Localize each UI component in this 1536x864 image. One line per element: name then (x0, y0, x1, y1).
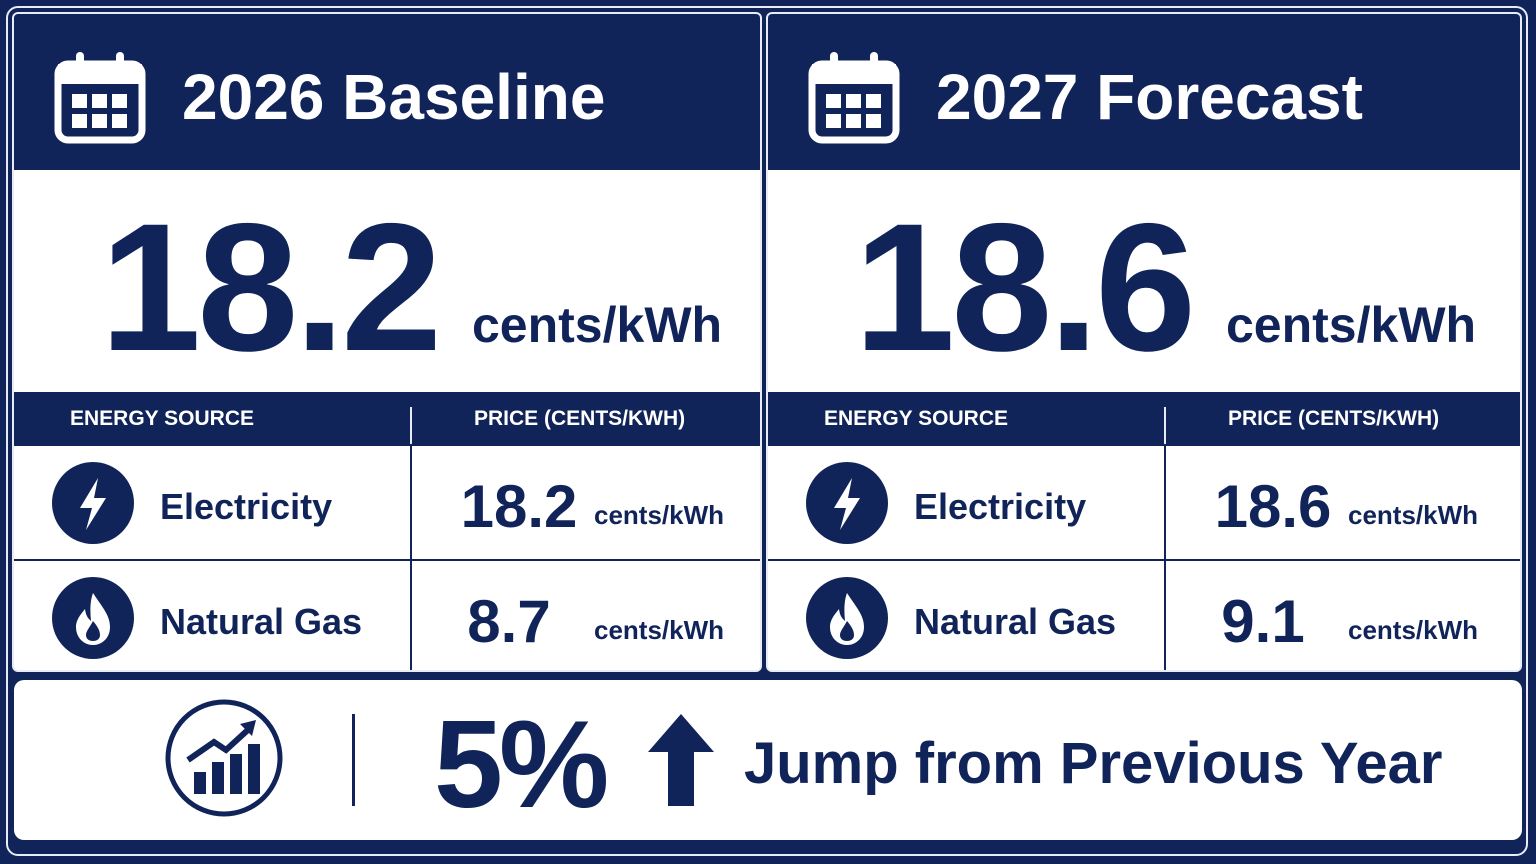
column-separator (1164, 446, 1166, 559)
panel-header: 2027 Forecast (768, 14, 1520, 170)
divider (352, 714, 355, 806)
calendar-icon (808, 52, 900, 144)
price-value: 18.6 (1214, 473, 1332, 540)
price-value: 8.7 (467, 588, 551, 655)
column-header: ENERGY SOURCE (70, 407, 254, 430)
price-unit: cents/kWh (594, 615, 725, 645)
energy-source: Natural Gas (160, 601, 363, 642)
column-header: PRICE (CENTS/KWH) (1228, 407, 1440, 430)
electricity-icon (806, 462, 888, 544)
table-header: ENERGY SOURCE PRICE (CENTS/KWH) (14, 392, 760, 444)
energy-source: Electricity (160, 486, 333, 527)
electricity-icon (52, 462, 134, 544)
panel-title: 2027 Forecast (936, 61, 1363, 133)
column-separator (410, 561, 412, 670)
panel-header: 2026 Baseline (14, 14, 760, 170)
energy-source: Natural Gas (914, 601, 1117, 642)
column-separator (1164, 407, 1166, 444)
price-unit: cents/kWh (594, 500, 725, 530)
headline: 18.6 cents/kWh (768, 170, 1520, 392)
price-unit: cents/kWh (1348, 500, 1479, 530)
gas-icon (806, 577, 888, 659)
panel-title: 2026 Baseline (182, 61, 606, 133)
headline-unit: cents/kWh (472, 297, 723, 353)
panel: 2027 Forecast 18.6 cents/kWh ENERGY SOURC… (766, 12, 1522, 672)
table-header: ENERGY SOURCE PRICE (CENTS/KWH) (768, 392, 1520, 444)
growth-icon (165, 699, 283, 817)
headline-value: 18.2 (100, 185, 442, 389)
panel: 2026 Baseline 18.2 cents/kWh ENERGY SOURC… (12, 12, 762, 672)
price-value: 18.2 (460, 473, 578, 540)
headline-unit: cents/kWh (1226, 297, 1477, 353)
column-separator (410, 407, 412, 444)
energy-source: Electricity (914, 486, 1087, 527)
price-unit: cents/kWh (1348, 615, 1479, 645)
column-separator (410, 446, 412, 559)
gas-icon (52, 577, 134, 659)
headline-value: 18.6 (854, 185, 1196, 389)
change-text: Jump from Previous Year (744, 731, 1443, 796)
column-separator (1164, 561, 1166, 670)
table-row: Electricity 18.2 cents/kWh (14, 444, 760, 559)
footer: 5% Jump from Previous Year (14, 680, 1522, 840)
frame (6, 6, 1528, 856)
price-value: 9.1 (1221, 588, 1305, 655)
up-arrow (648, 714, 714, 806)
table-row: Electricity 18.6 cents/kWh (768, 444, 1520, 559)
change-value: 5% (434, 696, 609, 834)
column-header: PRICE (CENTS/KWH) (474, 407, 686, 430)
table-row: Natural Gas 9.1 cents/kWh (768, 559, 1520, 670)
headline: 18.2 cents/kWh (14, 170, 760, 392)
column-header: ENERGY SOURCE (824, 407, 1008, 430)
table-row: Natural Gas 8.7 cents/kWh (14, 559, 760, 670)
calendar-icon (54, 52, 146, 144)
